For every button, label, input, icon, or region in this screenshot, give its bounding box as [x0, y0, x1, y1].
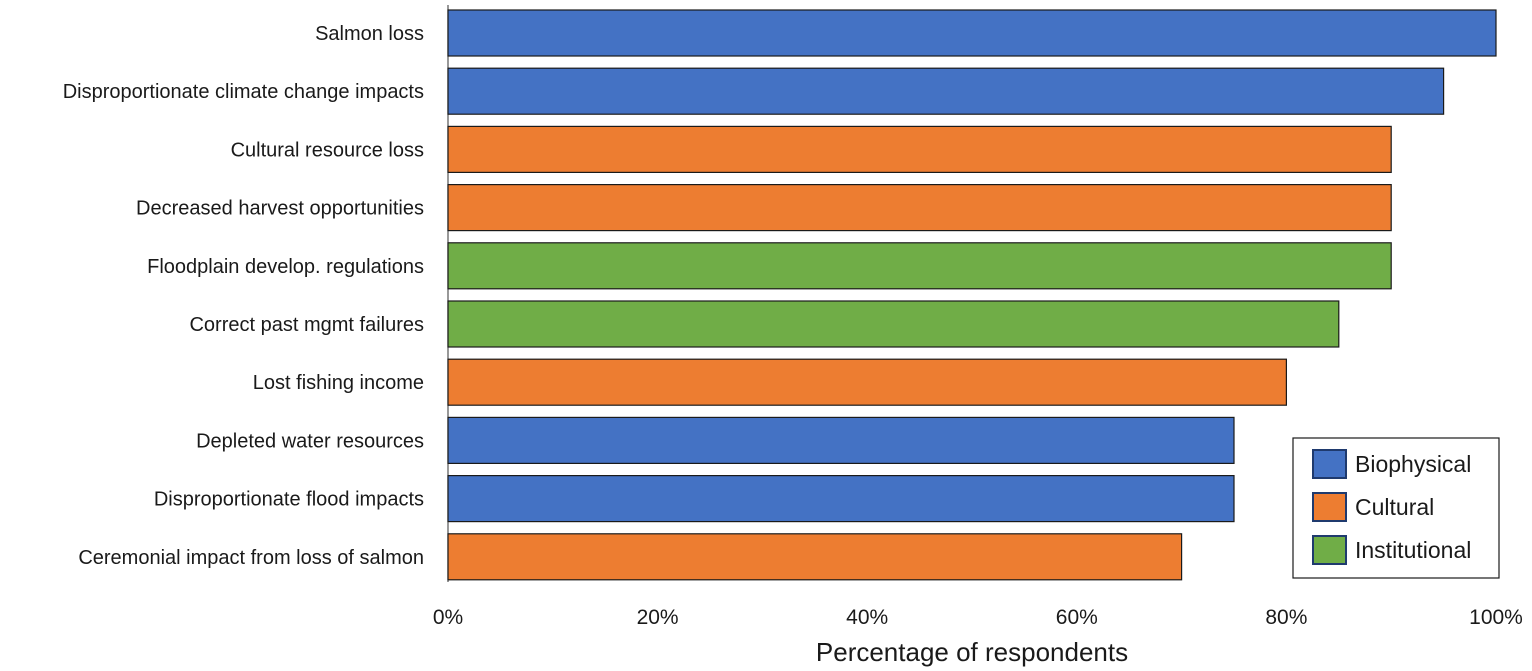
x-tick-label: 40% — [846, 606, 888, 629]
legend-swatch-1 — [1312, 492, 1347, 522]
bar-4 — [447, 242, 1392, 290]
bar-3 — [447, 184, 1392, 232]
legend: Biophysical Cultural Institutional — [1292, 437, 1500, 579]
x-tick-labels-group: 0% 20% 40% 60% 80% 100% — [433, 606, 1523, 629]
x-tick-label: 60% — [1056, 606, 1098, 629]
bar-5 — [447, 300, 1340, 348]
legend-swatch-0 — [1312, 449, 1347, 479]
category-label: Decreased harvest opportunities — [136, 198, 424, 220]
category-label: Depleted water resources — [196, 430, 424, 452]
bar-8 — [447, 475, 1235, 523]
bar-6 — [447, 358, 1288, 406]
category-label: Correct past mgmt failures — [189, 314, 424, 336]
x-tick-label: 20% — [637, 606, 679, 629]
legend-swatch-2 — [1312, 535, 1347, 565]
bars-group — [447, 9, 1497, 581]
x-tick-label: 100% — [1469, 606, 1523, 629]
bar-7 — [447, 416, 1235, 464]
category-label: Floodplain develop. regulations — [147, 256, 424, 278]
legend-entries: Biophysical Cultural Institutional — [1312, 449, 1471, 565]
legend-label: Cultural — [1355, 494, 1434, 520]
category-label: Cultural resource loss — [231, 139, 424, 161]
category-label: Lost fishing income — [253, 372, 424, 394]
legend-label: Biophysical — [1355, 451, 1471, 477]
bar-0 — [447, 9, 1497, 57]
category-label: Ceremonial impact from loss of salmon — [78, 547, 424, 569]
x-tick-label: 0% — [433, 606, 463, 629]
legend-label: Institutional — [1355, 537, 1471, 563]
x-tick-label: 80% — [1265, 606, 1307, 629]
x-axis-title: Percentage of respondents — [816, 637, 1128, 667]
bar-9 — [447, 533, 1183, 581]
bar-1 — [447, 67, 1445, 115]
category-labels-group: Salmon loss Disproportionate climate chan… — [63, 23, 424, 569]
category-label: Salmon loss — [315, 23, 424, 45]
bar-2 — [447, 125, 1392, 174]
category-label: Disproportionate climate change impacts — [63, 81, 424, 103]
category-label: Disproportionate flood impacts — [154, 489, 424, 511]
